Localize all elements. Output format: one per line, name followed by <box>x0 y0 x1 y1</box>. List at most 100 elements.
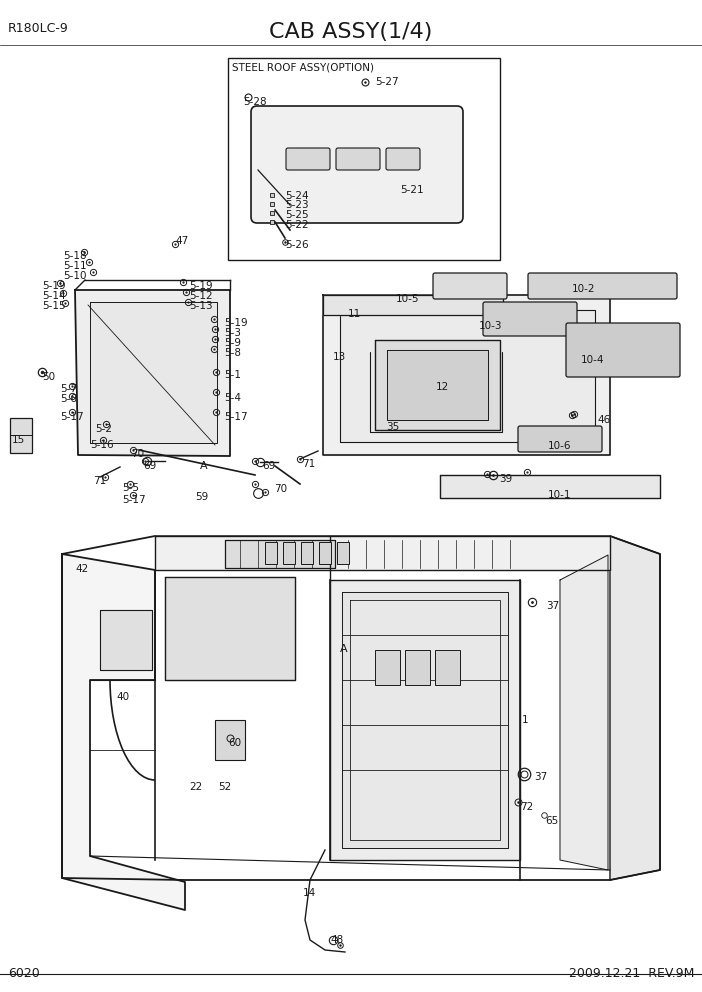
Bar <box>337 542 349 564</box>
Polygon shape <box>165 577 295 680</box>
FancyBboxPatch shape <box>386 148 420 170</box>
Text: 5-15: 5-15 <box>42 301 65 311</box>
Polygon shape <box>75 290 230 456</box>
Text: R180LC-9: R180LC-9 <box>8 22 69 35</box>
Text: A: A <box>340 644 347 654</box>
Text: 59: 59 <box>195 492 208 502</box>
Bar <box>405 650 430 685</box>
Text: 15: 15 <box>12 435 25 445</box>
FancyBboxPatch shape <box>528 273 677 299</box>
Text: A: A <box>200 461 208 471</box>
Polygon shape <box>323 295 503 315</box>
Text: 35: 35 <box>386 422 399 432</box>
Text: 5-23: 5-23 <box>285 200 309 210</box>
FancyBboxPatch shape <box>518 426 602 452</box>
FancyBboxPatch shape <box>433 273 507 299</box>
Text: 10-1: 10-1 <box>548 490 571 500</box>
Text: 5-16: 5-16 <box>90 440 114 450</box>
Text: 5-8: 5-8 <box>224 348 241 358</box>
Polygon shape <box>440 475 660 498</box>
Text: 1: 1 <box>522 715 529 725</box>
Text: 5-12: 5-12 <box>189 291 213 301</box>
FancyBboxPatch shape <box>286 148 330 170</box>
Text: 52: 52 <box>218 782 231 792</box>
FancyBboxPatch shape <box>336 148 380 170</box>
Text: 14: 14 <box>303 888 316 898</box>
Text: 5-9: 5-9 <box>224 338 241 348</box>
Bar <box>375 650 400 685</box>
Text: 5-13: 5-13 <box>189 301 213 311</box>
Text: 5-17: 5-17 <box>224 412 248 422</box>
Text: 5-6: 5-6 <box>60 394 77 404</box>
Text: 5-1: 5-1 <box>224 370 241 380</box>
Text: 71: 71 <box>302 459 315 469</box>
Text: 5-11: 5-11 <box>63 261 86 271</box>
Text: 5-19: 5-19 <box>224 318 248 328</box>
Text: 22: 22 <box>189 782 202 792</box>
Text: 5-17: 5-17 <box>60 412 84 422</box>
Text: 70: 70 <box>274 484 287 494</box>
Polygon shape <box>255 110 460 220</box>
Text: 69: 69 <box>262 461 275 471</box>
Text: 5-26: 5-26 <box>285 240 309 250</box>
Text: 5-2: 5-2 <box>95 424 112 434</box>
Text: 5-18: 5-18 <box>63 251 86 261</box>
Bar <box>10 418 32 453</box>
Polygon shape <box>387 350 488 420</box>
Text: 47: 47 <box>175 236 188 246</box>
Text: 37: 37 <box>534 772 548 782</box>
Polygon shape <box>342 592 508 848</box>
Text: 46: 46 <box>597 415 610 425</box>
Polygon shape <box>323 295 610 455</box>
Text: 70: 70 <box>131 449 144 459</box>
Text: 13: 13 <box>333 352 346 362</box>
Text: 5-24: 5-24 <box>285 191 309 201</box>
Text: 5-28: 5-28 <box>243 97 267 107</box>
Text: 5-3: 5-3 <box>224 328 241 338</box>
Polygon shape <box>90 302 217 443</box>
Polygon shape <box>330 580 520 860</box>
Text: CAB ASSY(1/4): CAB ASSY(1/4) <box>270 22 432 42</box>
Text: 11: 11 <box>348 309 362 319</box>
Text: 5-17: 5-17 <box>122 495 145 505</box>
Text: 39: 39 <box>499 474 512 484</box>
Polygon shape <box>62 554 185 910</box>
Text: 5-25: 5-25 <box>285 210 309 220</box>
Polygon shape <box>100 610 152 670</box>
Text: 6020: 6020 <box>8 967 40 980</box>
Text: STEEL ROOF ASSY(OPTION): STEEL ROOF ASSY(OPTION) <box>232 62 374 72</box>
Text: 65: 65 <box>545 816 558 826</box>
Text: 48: 48 <box>330 935 343 945</box>
Polygon shape <box>155 536 610 570</box>
Text: 10-6: 10-6 <box>548 441 571 451</box>
Text: 69: 69 <box>143 461 157 471</box>
Polygon shape <box>340 310 595 442</box>
Text: 5-7: 5-7 <box>60 384 77 394</box>
FancyBboxPatch shape <box>483 302 577 336</box>
Text: 42: 42 <box>75 564 88 574</box>
Polygon shape <box>375 340 500 430</box>
Text: 60: 60 <box>228 738 241 748</box>
Bar <box>435 650 460 685</box>
FancyBboxPatch shape <box>566 323 680 377</box>
Text: 5-10: 5-10 <box>63 271 86 281</box>
Text: 2009.12.21  REV.9M: 2009.12.21 REV.9M <box>569 967 694 980</box>
Text: 5-21: 5-21 <box>400 185 423 195</box>
Polygon shape <box>350 600 500 840</box>
FancyBboxPatch shape <box>251 106 463 223</box>
Polygon shape <box>560 555 608 870</box>
Bar <box>283 542 295 564</box>
Text: 12: 12 <box>436 382 449 392</box>
Bar <box>319 542 331 564</box>
Text: 5-5: 5-5 <box>122 483 139 493</box>
Text: 40: 40 <box>116 692 129 702</box>
Text: 5-22: 5-22 <box>285 220 309 230</box>
Polygon shape <box>610 536 660 880</box>
Text: 5-14: 5-14 <box>42 291 65 301</box>
Polygon shape <box>225 540 335 568</box>
Text: 72: 72 <box>520 802 534 812</box>
Text: 5-19: 5-19 <box>189 281 213 291</box>
Bar <box>215 720 245 760</box>
Text: 10-2: 10-2 <box>572 284 595 294</box>
Text: 5-27: 5-27 <box>375 77 399 87</box>
